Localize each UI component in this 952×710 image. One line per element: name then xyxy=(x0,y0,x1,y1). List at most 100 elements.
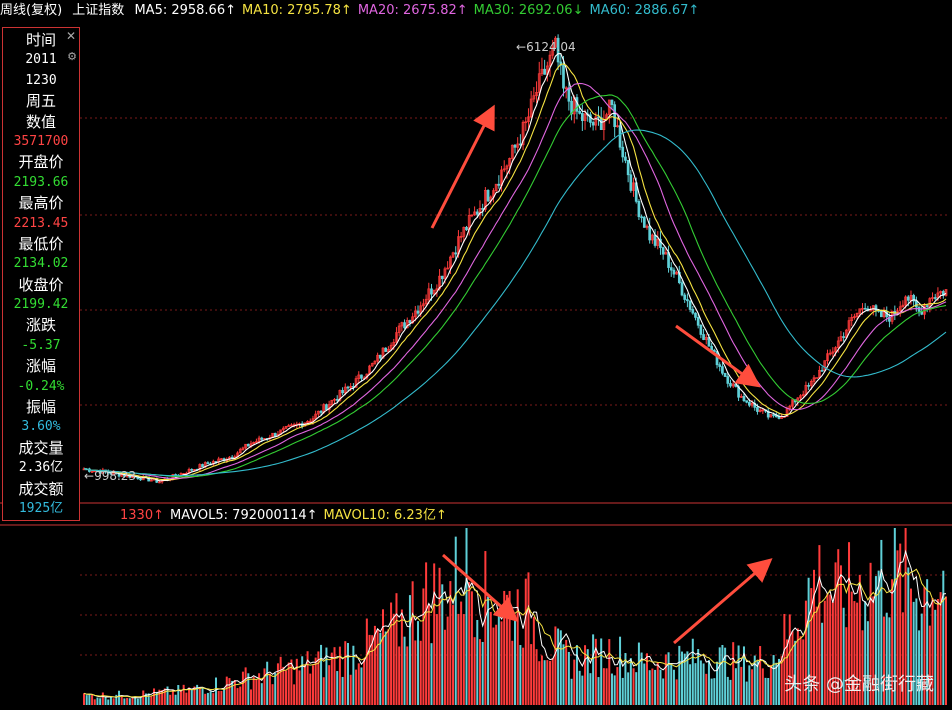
candle-body-299 xyxy=(888,316,891,322)
volume-bar-289 xyxy=(861,630,864,705)
candle-body-74 xyxy=(281,427,285,431)
volume-bar-71 xyxy=(274,673,277,705)
candle-body-160 xyxy=(513,144,517,148)
candle-body-173 xyxy=(548,54,552,67)
volume-bar-273 xyxy=(818,545,821,705)
volume-bar-236 xyxy=(718,647,721,705)
volume-bar-192 xyxy=(600,638,603,705)
volume-bar-226 xyxy=(691,638,694,705)
candle-body-226 xyxy=(691,309,695,314)
candle-body-306 xyxy=(906,296,910,301)
candle-body-276 xyxy=(826,353,829,362)
volume-bar-292 xyxy=(869,562,872,705)
volume-bar-175 xyxy=(554,626,557,705)
volume-bar-101 xyxy=(355,669,358,705)
volume-bar-100 xyxy=(352,645,355,705)
volume-bar-42 xyxy=(196,684,199,705)
candle-body-320 xyxy=(944,289,948,296)
volume-bar-314 xyxy=(928,625,931,705)
gear-icon[interactable]: ⚙ xyxy=(67,50,77,63)
volume-bar-147 xyxy=(478,639,481,705)
candle-body-262 xyxy=(788,405,792,409)
volume-bar-53 xyxy=(225,676,228,705)
volume-bar-50 xyxy=(217,690,220,705)
volume-bar-201 xyxy=(624,653,627,705)
ma-label-0: MA5: 2958.66↑ xyxy=(134,3,236,18)
volume-bar-8 xyxy=(104,697,107,705)
volume-bar-306 xyxy=(907,567,910,705)
volume-bar-128 xyxy=(427,604,430,705)
volume-bar-221 xyxy=(678,645,681,705)
volume-bar-102 xyxy=(357,663,360,705)
volume-bar-5 xyxy=(96,697,99,705)
info-row-4: 数值 xyxy=(25,112,56,131)
volume-bar-120 xyxy=(406,646,409,705)
volume-bar-267 xyxy=(802,639,805,705)
volume-bar-46 xyxy=(206,692,209,705)
candle-body-61 xyxy=(246,443,250,447)
volume-bar-115 xyxy=(392,613,395,705)
volume-bar-181 xyxy=(570,678,573,705)
volume-bar-49 xyxy=(214,677,217,705)
volume-bar-294 xyxy=(874,576,877,705)
volume-bar-109 xyxy=(376,629,379,705)
candle-body-134 xyxy=(443,268,447,280)
volume-bar-196 xyxy=(610,673,613,705)
volume-bar-123 xyxy=(414,640,417,705)
volume-bar-121 xyxy=(408,595,411,705)
volume-bar-132 xyxy=(438,567,441,705)
candle-body-230 xyxy=(702,334,705,340)
volume-bar-280 xyxy=(837,549,840,705)
volume-bar-223 xyxy=(683,653,686,705)
volume-bar-174 xyxy=(551,658,554,705)
volume-bar-274 xyxy=(821,622,824,705)
candle-body-289 xyxy=(861,307,864,310)
volume-bar-18 xyxy=(131,697,134,705)
volume-bar-205 xyxy=(635,672,638,705)
candle-body-75 xyxy=(284,426,288,429)
volume-bar-57 xyxy=(236,688,239,705)
volume-bar-56 xyxy=(233,679,236,705)
volume-bar-20 xyxy=(136,698,139,705)
volume-bar-124 xyxy=(417,621,420,705)
candle-body-119 xyxy=(403,322,406,329)
ma-label-1: MA10: 2795.78↑ xyxy=(242,3,352,18)
volume-bar-61 xyxy=(247,673,250,705)
volume-bar-113 xyxy=(387,629,390,705)
volume-bar-164 xyxy=(524,578,527,705)
candle-body-272 xyxy=(815,377,819,379)
volume-bar-155 xyxy=(500,621,503,705)
candle-body-101 xyxy=(354,378,358,388)
candle-body-77 xyxy=(290,424,293,427)
volume-bar-246 xyxy=(745,681,748,705)
volume-bar-190 xyxy=(594,638,597,705)
candle-body-296 xyxy=(879,310,883,318)
volume-bar-157 xyxy=(505,594,508,705)
volume-bar-0 xyxy=(83,693,85,705)
candle-body-266 xyxy=(799,395,802,399)
volume-bar-166 xyxy=(530,644,533,705)
candle-body-238 xyxy=(723,372,727,377)
volume-bar-185 xyxy=(581,675,584,705)
candle-body-14 xyxy=(120,474,124,477)
volume-bar-96 xyxy=(341,676,344,705)
candle-body-244 xyxy=(739,396,743,398)
candle-body-174 xyxy=(551,46,555,56)
candle-body-267 xyxy=(801,394,805,397)
volume-bar-126 xyxy=(422,588,425,705)
volume-bar-122 xyxy=(411,581,414,705)
candle-body-112 xyxy=(384,347,388,352)
candle-body-110 xyxy=(378,354,382,359)
volume-bar-317 xyxy=(936,598,939,705)
close-icon[interactable]: ✕ xyxy=(65,29,76,43)
candle-body-158 xyxy=(508,158,511,167)
ma-header: 周线(复权) 上证指数 MA5: 2958.66↑ MA10: 2795.78↑ M… xyxy=(0,0,952,22)
info-row-17: -0.24% xyxy=(17,378,65,394)
volume-bar-2 xyxy=(88,694,91,705)
volume-bar-216 xyxy=(664,654,667,705)
volume-bar-285 xyxy=(850,591,853,705)
volume-bar-233 xyxy=(710,678,713,705)
info-row-10: 最低价 xyxy=(18,234,64,253)
candle-body-305 xyxy=(904,296,907,306)
